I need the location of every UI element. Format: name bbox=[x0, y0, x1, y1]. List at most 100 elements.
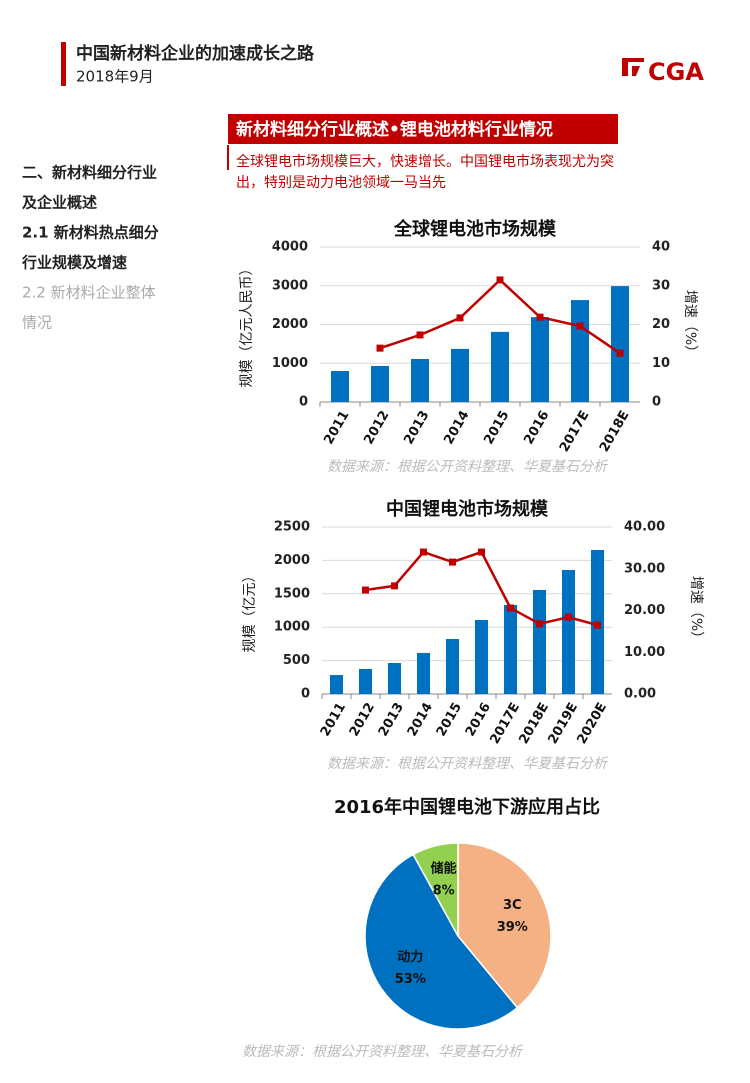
bar bbox=[532, 589, 547, 694]
line-marker bbox=[449, 558, 456, 566]
bar bbox=[531, 317, 549, 402]
line-marker bbox=[420, 548, 427, 556]
chart-title: 2016年中国锂电池下游应用占比 bbox=[334, 796, 600, 818]
sidebar-item: 二、新材料细分行业 bbox=[22, 164, 157, 182]
y2-tick-label: 20.00 bbox=[624, 603, 665, 618]
source-note: 数据来源：根据公开资料整理、华夏基石分析 bbox=[327, 459, 609, 475]
y2-tick-label: 0 bbox=[652, 395, 661, 410]
y-tick-label: 1500 bbox=[274, 586, 310, 601]
line-marker bbox=[456, 314, 464, 322]
x-tick-label: 2018E bbox=[597, 408, 633, 455]
bar bbox=[416, 652, 431, 694]
x-tick-label: 2014 bbox=[441, 408, 472, 447]
y2-tick-label: 40 bbox=[652, 240, 670, 255]
header-title: 中国新材料企业的加速成长之路 bbox=[76, 43, 315, 64]
sidebar-item: 2.2 新材料企业整体 bbox=[22, 284, 156, 302]
y-tick-label: 500 bbox=[283, 653, 310, 668]
y2-tick-label: 30.00 bbox=[624, 561, 665, 576]
line-marker bbox=[565, 613, 572, 621]
slice-value: 8% bbox=[433, 884, 455, 899]
line-marker bbox=[478, 548, 485, 556]
x-tick-label: 2015 bbox=[481, 408, 512, 447]
logo: CGA bbox=[648, 58, 704, 86]
bar bbox=[387, 663, 402, 694]
y2-tick-label: 10.00 bbox=[624, 645, 665, 660]
y-tick-label: 1000 bbox=[274, 620, 310, 635]
y-tick-label: 2000 bbox=[272, 317, 308, 332]
y-tick-label: 0 bbox=[299, 395, 308, 410]
line-marker bbox=[576, 322, 584, 330]
bar bbox=[561, 570, 576, 694]
line-marker bbox=[536, 620, 543, 628]
logo-icon bbox=[622, 58, 644, 76]
slice-label: 动力 bbox=[397, 949, 423, 965]
y2-tick-label: 20 bbox=[652, 317, 670, 332]
line-marker bbox=[594, 621, 601, 629]
source-note: 数据来源：根据公开资料整理、华夏基石分析 bbox=[242, 1044, 524, 1060]
y-tick-label: 1000 bbox=[272, 356, 308, 371]
y2-tick-label: 0.00 bbox=[624, 687, 656, 702]
line-marker bbox=[416, 331, 424, 339]
bar bbox=[371, 365, 389, 402]
line-marker bbox=[507, 604, 514, 612]
line-marker bbox=[496, 276, 504, 284]
section-title: 新材料细分行业概述•锂电池材料行业情况 bbox=[236, 119, 553, 140]
header-date: 2018年9月 bbox=[76, 68, 154, 86]
pie-slice bbox=[457, 842, 552, 1009]
line-marker bbox=[536, 313, 544, 321]
y-axis-label: 规模（亿元人民币） bbox=[239, 262, 255, 388]
section-subtitle: 全球锂电市场规模巨大，快速增长。中国锂电市场表现尤为突 bbox=[236, 153, 614, 170]
y-axis-label: 规模（亿元） bbox=[242, 569, 258, 653]
bar bbox=[358, 669, 373, 694]
section-title-box bbox=[228, 114, 618, 144]
header-bar bbox=[61, 42, 66, 86]
slice-label: 3C bbox=[503, 898, 522, 913]
x-tick-label: 2013 bbox=[376, 700, 407, 739]
y2-tick-label: 30 bbox=[652, 278, 670, 293]
x-tick-label: 2011 bbox=[321, 408, 352, 447]
y-tick-label: 2500 bbox=[274, 520, 310, 535]
x-tick-label: 2012 bbox=[347, 700, 378, 739]
x-tick-label: 2017E bbox=[557, 408, 593, 455]
slice-label: 储能 bbox=[430, 861, 457, 877]
bar bbox=[571, 300, 589, 402]
pie-slice bbox=[364, 853, 519, 1030]
y-tick-label: 0 bbox=[301, 687, 310, 702]
y-tick-label: 4000 bbox=[272, 240, 308, 255]
sidebar-item: 及企业概述 bbox=[22, 194, 97, 212]
bar bbox=[474, 619, 489, 694]
y2-axis-label: 增速（%） bbox=[688, 576, 704, 645]
bar bbox=[451, 348, 469, 402]
y2-tick-label: 10 bbox=[652, 356, 670, 371]
bar bbox=[503, 605, 518, 694]
sidebar-item: 情况 bbox=[22, 314, 52, 332]
bar bbox=[491, 331, 509, 402]
slice-value: 39% bbox=[497, 920, 528, 935]
chart-title: 全球锂电池市场规模 bbox=[393, 218, 557, 240]
section-subtitle: 出，特别是动力电池领域一马当先 bbox=[236, 175, 446, 191]
source-note: 数据来源：根据公开资料整理、华夏基石分析 bbox=[327, 756, 609, 772]
bar bbox=[411, 358, 429, 402]
bar bbox=[611, 286, 629, 402]
x-tick-label: 2012 bbox=[361, 408, 392, 447]
line-marker bbox=[391, 582, 398, 590]
y-tick-label: 2000 bbox=[274, 553, 310, 568]
x-tick-label: 2016 bbox=[463, 700, 494, 739]
sidebar-item: 行业规模及增速 bbox=[21, 254, 127, 272]
bar bbox=[329, 675, 344, 694]
y2-axis-label: 增速（%） bbox=[682, 290, 698, 359]
line-marker bbox=[376, 344, 384, 352]
x-tick-label: 2011 bbox=[318, 700, 349, 739]
x-tick-label: 2015 bbox=[434, 700, 465, 739]
bar bbox=[445, 639, 460, 694]
x-tick-label: 2016 bbox=[521, 408, 552, 447]
y2-tick-label: 40.00 bbox=[624, 520, 665, 535]
y-tick-label: 3000 bbox=[272, 278, 308, 293]
line-marker bbox=[362, 586, 369, 594]
line-marker bbox=[616, 349, 624, 357]
pie-slice bbox=[412, 842, 459, 937]
x-tick-label: 2014 bbox=[405, 700, 436, 739]
sidebar-item: 2.1 新材料热点细分 bbox=[22, 224, 159, 242]
